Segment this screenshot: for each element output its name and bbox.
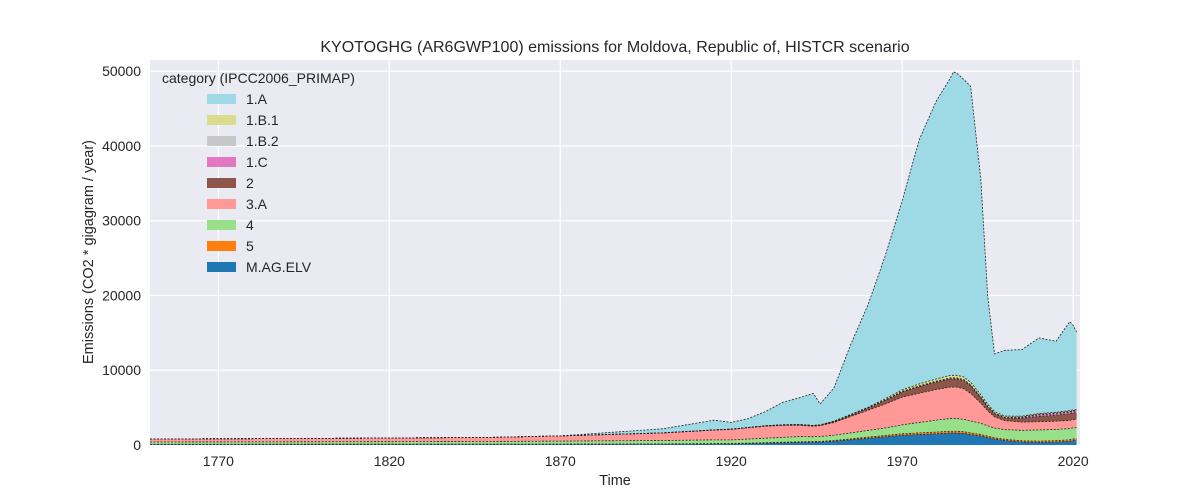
stacked-areas: [150, 71, 1077, 445]
legend-swatch-3-a: [207, 199, 236, 209]
y-tick-label: 10000: [102, 362, 141, 378]
y-tick-label: 40000: [102, 138, 141, 154]
y-tick-label: 20000: [102, 287, 141, 303]
boundary-series-5: [149, 430, 1077, 445]
area-series-3-a: [150, 387, 1077, 443]
legend-swatch-5: [207, 241, 236, 251]
x-tick-label: 1870: [545, 453, 576, 469]
area-series-m-ag-elv: [150, 433, 1077, 445]
legend-label-1-a: 1.A: [246, 91, 268, 107]
area-boundaries: [149, 71, 1077, 445]
boundary-series-4: [149, 418, 1077, 443]
legend-label-1-b-1: 1.B.1: [246, 112, 279, 128]
x-tick-label: 1770: [203, 453, 234, 469]
chart-title: KYOTOGHG (AR6GWP100) emissions for Moldo…: [320, 39, 909, 56]
area-series-4: [150, 418, 1077, 445]
legend-swatch-1-a: [207, 94, 236, 104]
y-tick-label: 30000: [102, 213, 141, 229]
legend-label-m-ag-elv: M.AG.ELV: [246, 259, 312, 275]
x-tick-label: 1820: [374, 453, 405, 469]
y-tick-label: 50000: [102, 63, 141, 79]
legend-swatch-1-c: [207, 157, 236, 167]
legend-label-5: 5: [246, 238, 254, 254]
legend-title: category (IPCC2006_PRIMAP): [162, 70, 355, 86]
legend-swatch-1-b-2: [207, 136, 236, 146]
legend-swatch-2: [207, 178, 236, 188]
legend-label-3-a: 3.A: [246, 196, 268, 212]
area-series-1-a: [150, 71, 1077, 440]
x-tick-labels: 1770 1820 1870 1920 1970 2020: [203, 453, 1089, 469]
legend: category (IPCC2006_PRIMAP) 1.A 1.B.1 1.B.2…: [162, 70, 355, 275]
legend-swatch-m-ag-elv: [207, 262, 236, 272]
legend-label-1-c: 1.C: [246, 154, 268, 170]
legend-label-1-b-2: 1.B.2: [246, 133, 279, 149]
y-tick-label: 0: [133, 437, 141, 453]
x-axis-label: Time: [599, 473, 631, 489]
x-tick-label: 1920: [716, 453, 747, 469]
x-tick-label: 1970: [887, 453, 918, 469]
x-tick-label: 2020: [1058, 453, 1089, 469]
legend-swatch-1-b-1: [207, 115, 236, 125]
legend-label-2: 2: [246, 175, 254, 191]
boundary-series-1-b-1: [149, 374, 1077, 440]
legend-label-4: 4: [246, 217, 254, 233]
legend-swatch-4: [207, 220, 236, 230]
boundary-series-1-a: [149, 71, 1077, 440]
y-tick-labels: 0 10000 20000 30000 40000 50000: [102, 63, 141, 453]
y-axis-label: Emissions (CO2 * gigagram / year): [81, 140, 97, 364]
